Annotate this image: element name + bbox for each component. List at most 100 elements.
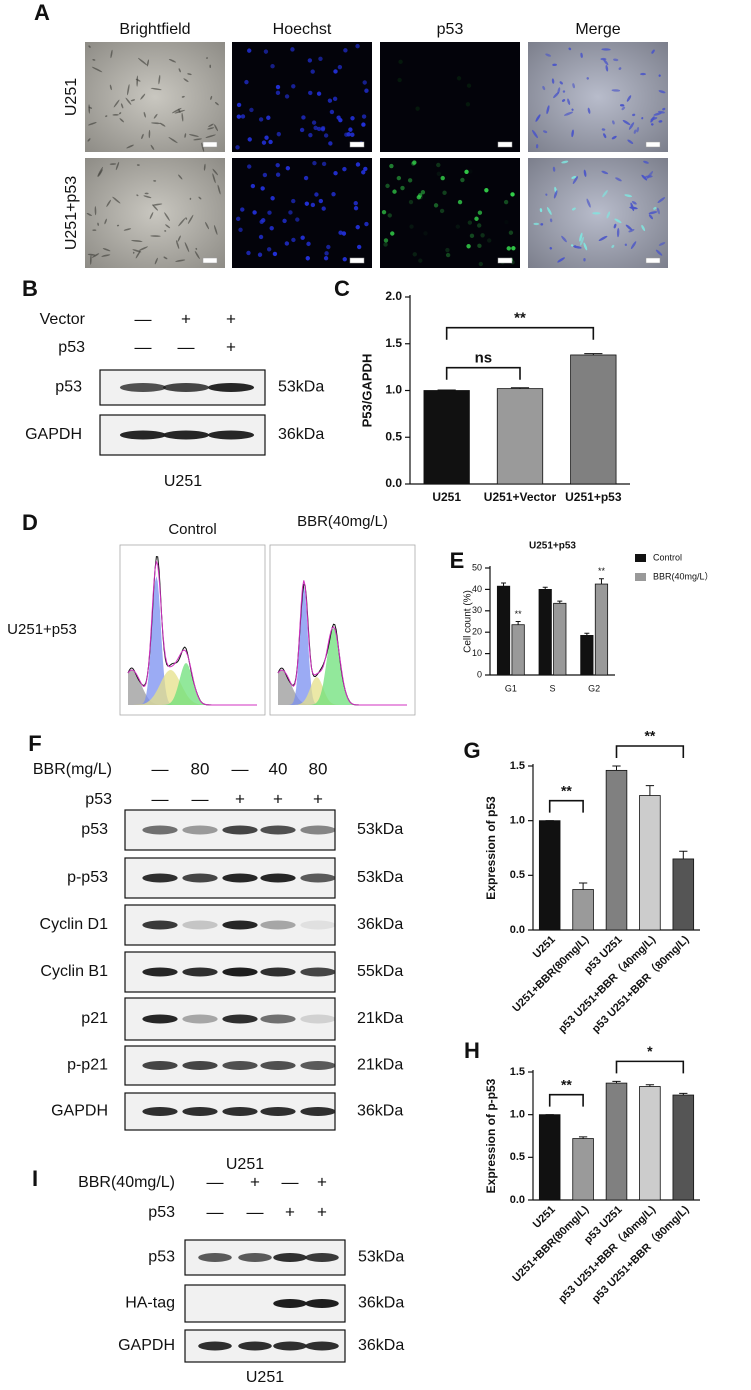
- band: [300, 967, 336, 977]
- blot-label: HA-tag: [125, 1295, 175, 1312]
- cell: [321, 161, 327, 167]
- cell: [101, 254, 111, 257]
- model-curve: [277, 580, 407, 706]
- plot-title: Control: [168, 521, 216, 538]
- cell: [184, 133, 187, 138]
- cell: [112, 114, 119, 116]
- cell: [641, 224, 646, 232]
- cell: [106, 199, 111, 207]
- cycle-phase-fit: [278, 670, 407, 705]
- cell: [455, 224, 461, 229]
- band: [300, 920, 336, 930]
- cell: [571, 129, 574, 138]
- cell: [464, 169, 469, 175]
- blot-label: GAPDH: [118, 1337, 175, 1354]
- cell: [313, 125, 318, 131]
- cell: [295, 217, 300, 222]
- cell: [270, 64, 275, 69]
- band: [300, 1014, 336, 1024]
- cell: [105, 115, 108, 118]
- cell: [571, 175, 577, 179]
- cell: [624, 194, 633, 198]
- cell: [571, 108, 574, 111]
- cell: [140, 93, 146, 100]
- cell: [206, 57, 209, 59]
- blot-size: 53kDa: [357, 821, 403, 838]
- cell: [181, 95, 185, 98]
- significance-bracket: [445, 326, 595, 340]
- cell: [194, 250, 200, 260]
- plot-title: BBR(40mg/L): [297, 513, 388, 530]
- blot-size: 36kDa: [357, 1103, 403, 1120]
- cell: [285, 165, 291, 171]
- x-tick-label: U251: [531, 934, 558, 961]
- cell: [300, 235, 305, 240]
- y-tick-label: 1.5: [510, 1066, 525, 1078]
- scale-bar: [645, 141, 661, 148]
- cell: [215, 102, 219, 106]
- cell: [655, 249, 663, 256]
- cell-line: U251: [226, 1156, 264, 1173]
- cell: [266, 115, 271, 120]
- cell: [535, 114, 541, 122]
- cell: [258, 117, 264, 122]
- cell: [415, 106, 420, 111]
- bar: [511, 624, 525, 676]
- cell: [411, 161, 416, 166]
- cell: [275, 90, 281, 96]
- band: [182, 920, 218, 930]
- cell: [619, 104, 625, 107]
- bar: [605, 769, 628, 931]
- scale-bar: [349, 141, 365, 148]
- cell: [168, 136, 178, 144]
- cell: [174, 109, 186, 114]
- cell: [511, 246, 516, 251]
- x-tick-label: G2: [588, 683, 600, 693]
- cell: [630, 202, 635, 212]
- cycle-phase-fit: [278, 586, 407, 705]
- cell: [143, 111, 146, 118]
- cell: [616, 227, 620, 238]
- bar: [538, 820, 561, 931]
- cell: [301, 115, 306, 120]
- cell: [580, 236, 584, 246]
- band: [119, 430, 167, 440]
- cell: [510, 192, 515, 197]
- blot-size: 36kDa: [358, 1295, 404, 1312]
- scale-bar: [497, 141, 513, 148]
- y-tick-label: 0.5: [510, 1151, 525, 1163]
- bar: [572, 889, 594, 931]
- band: [260, 1107, 296, 1116]
- cell: [303, 175, 309, 181]
- cell: [87, 253, 96, 256]
- cell: [207, 127, 215, 130]
- bar: [605, 1082, 628, 1201]
- cell: [613, 223, 617, 229]
- cell: [583, 258, 586, 262]
- condition-label: BBR(mg/L): [33, 761, 112, 778]
- cell: [390, 231, 395, 236]
- band: [238, 1253, 272, 1262]
- band: [222, 873, 258, 883]
- cell: [152, 204, 159, 211]
- cell: [320, 127, 326, 132]
- band: [300, 825, 336, 835]
- micrograph: [85, 158, 225, 268]
- cell: [633, 129, 637, 134]
- bar: [580, 635, 594, 676]
- y-tick-label: 0.0: [385, 476, 402, 490]
- band: [273, 1341, 307, 1351]
- cell: [552, 63, 557, 67]
- cell: [439, 208, 445, 214]
- condition-mark: +: [317, 1172, 327, 1191]
- cell: [397, 77, 402, 83]
- cell: [467, 220, 473, 225]
- band: [305, 1253, 339, 1262]
- cell: [546, 207, 552, 215]
- cell: [440, 175, 445, 181]
- blot-size: 36kDa: [278, 426, 324, 443]
- cell: [150, 235, 161, 237]
- cell: [487, 238, 492, 243]
- condition-mark: +: [285, 1202, 295, 1221]
- cell: [586, 77, 589, 80]
